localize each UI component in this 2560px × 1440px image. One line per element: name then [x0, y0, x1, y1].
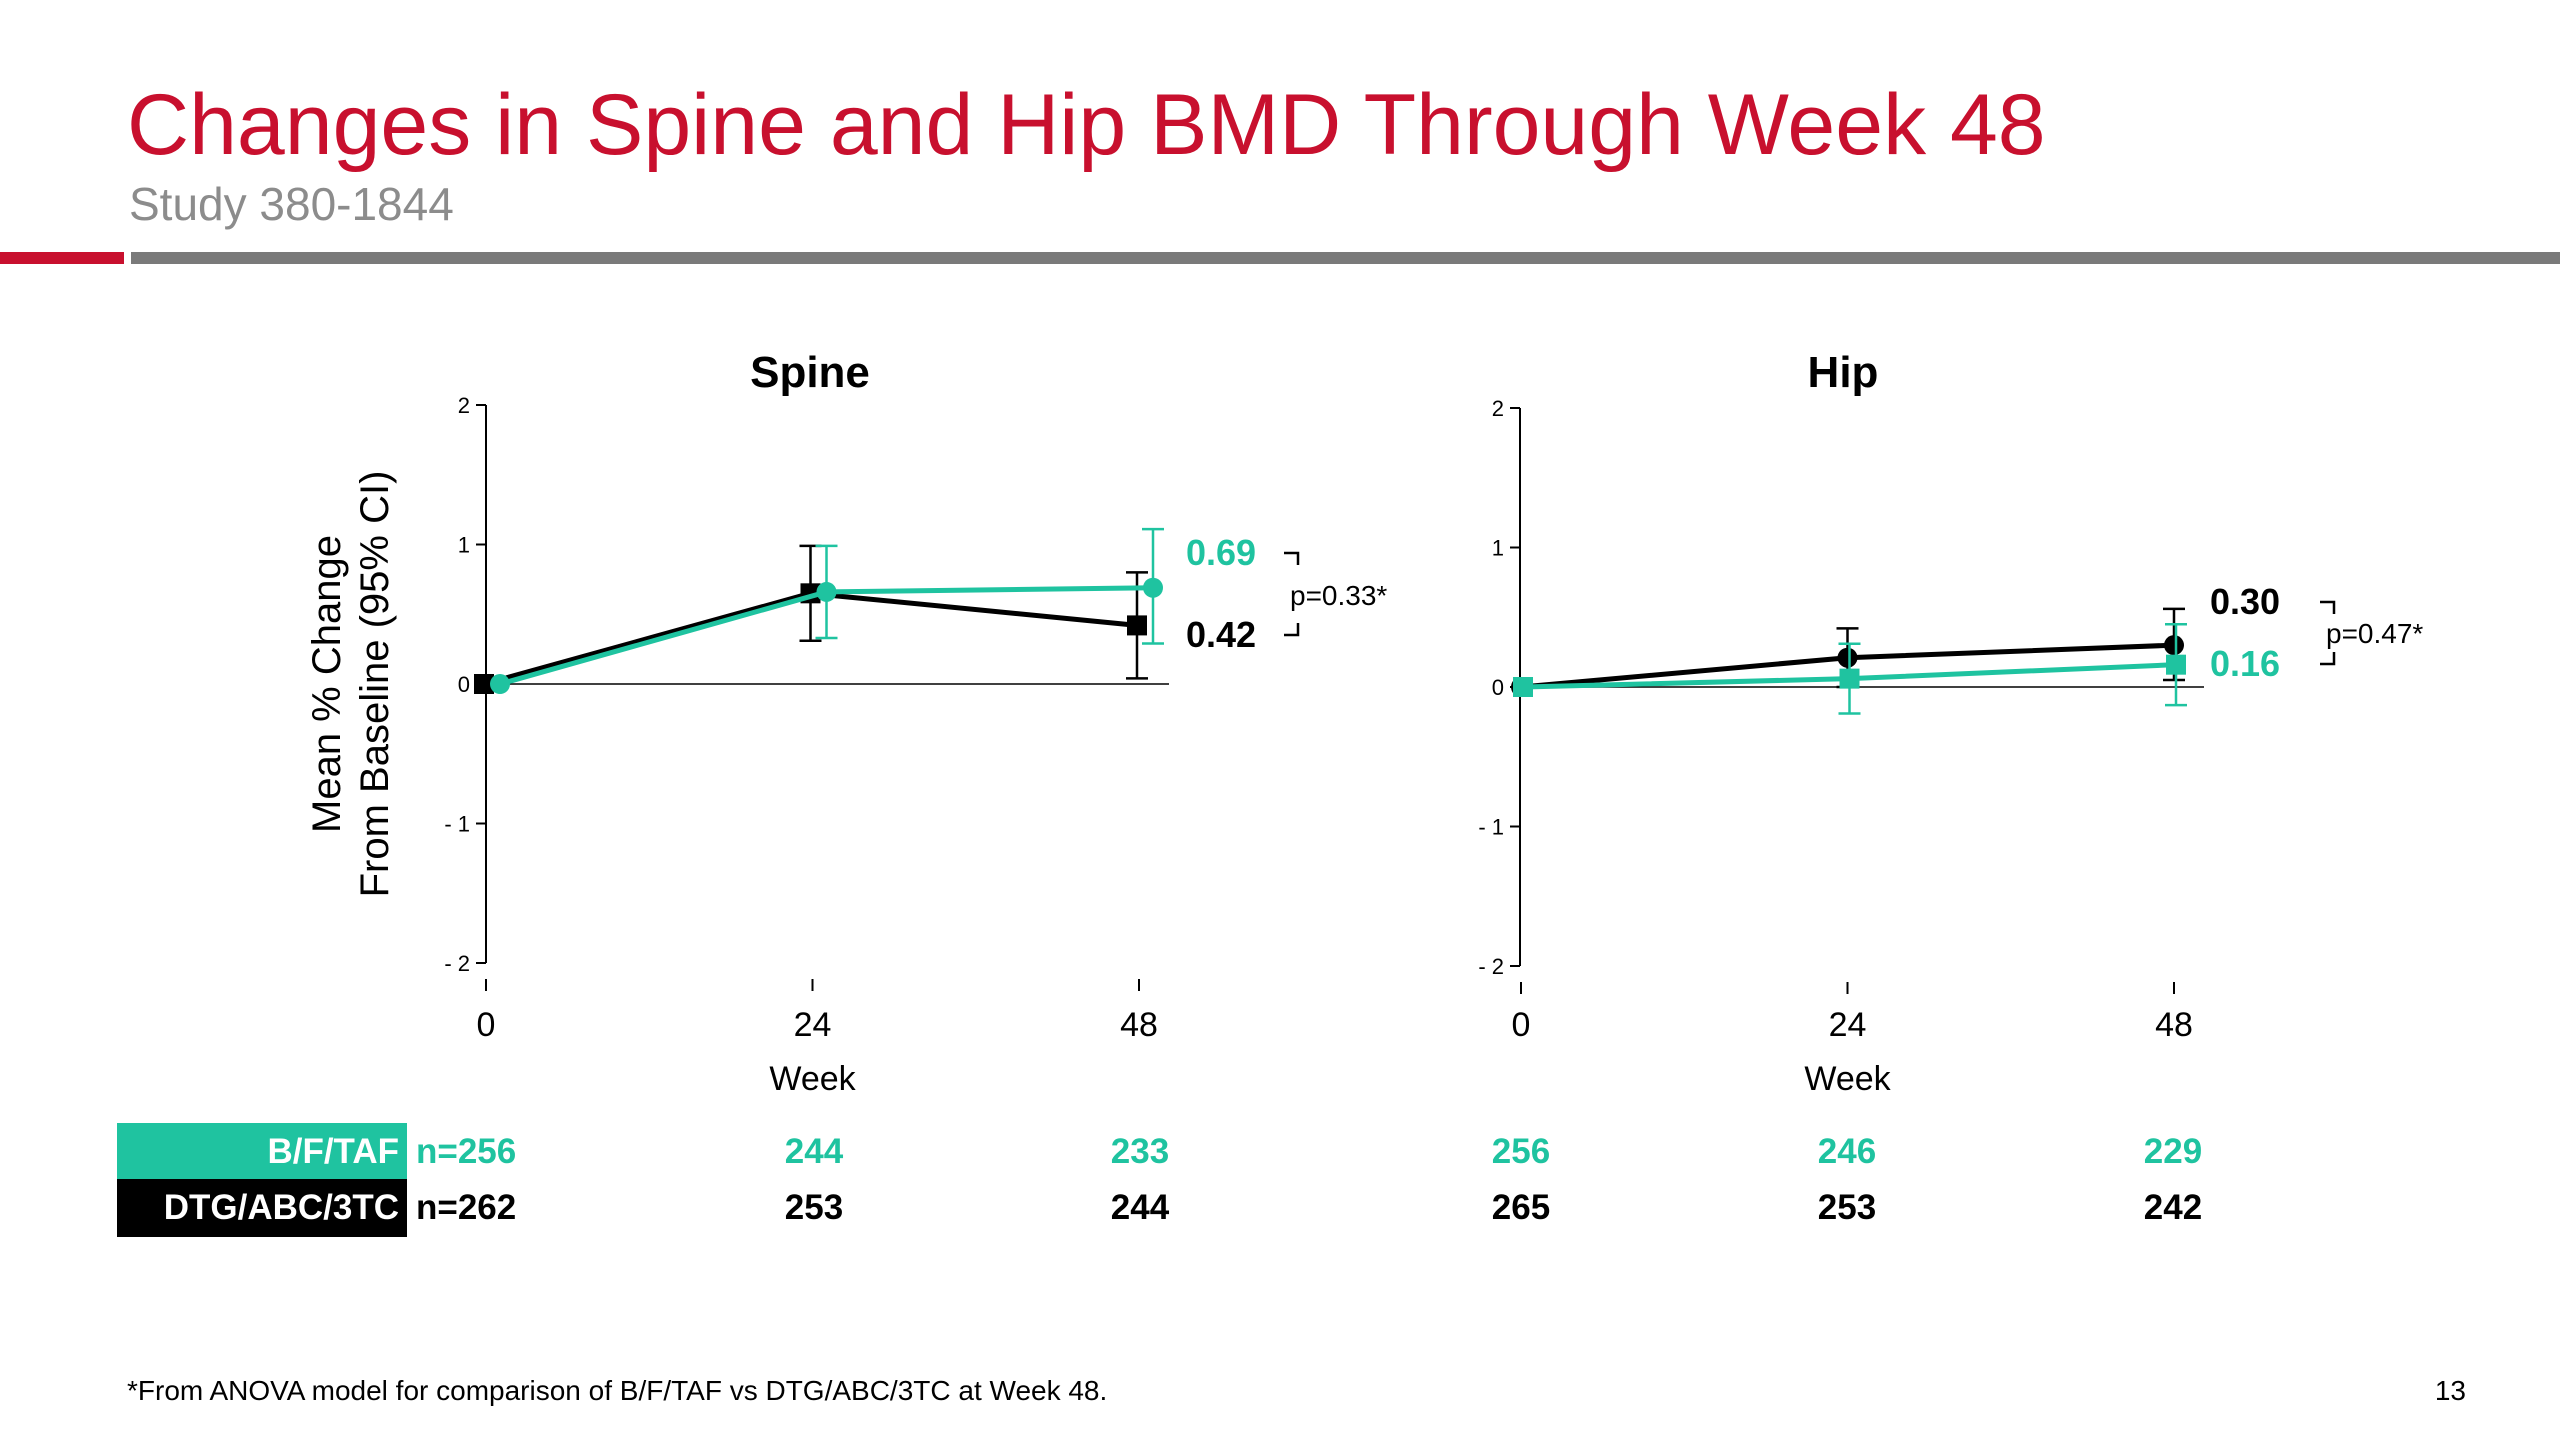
slide-title: Changes in Spine and Hip BMD Through Wee…: [127, 77, 2046, 173]
x-tick-label: 48: [2155, 1006, 2193, 1044]
p-value-label: p=0.33*: [1290, 580, 1387, 611]
data-point-bftaf: [1143, 577, 1163, 598]
data-point-bftaf: [490, 674, 510, 694]
at-risk-cell: n=256: [416, 1132, 517, 1171]
at-risk-cell: 244: [1110, 1188, 1170, 1227]
at-risk-cell: 229: [2143, 1132, 2203, 1171]
at-risk-cell: 246: [1817, 1132, 1877, 1171]
end-value-label-dtg: 0.42: [1186, 614, 1256, 655]
y-tick-label: - 1: [444, 812, 470, 837]
page-number: 13: [2434, 1375, 2466, 1406]
p-bracket: [2320, 652, 2336, 666]
x-tick-label: 48: [1120, 1006, 1158, 1044]
chart-title: Hip: [1808, 348, 1879, 397]
at-risk-row-bftaf: B/F/TAF n=256 244 233 256 246 229: [117, 1123, 2557, 1181]
y-axis-label: Mean % Change From Baseline (95% CI): [305, 471, 397, 898]
p-bracket: [1284, 623, 1300, 637]
at-risk-cell: n=262: [416, 1188, 517, 1227]
at-risk-cell: 256: [1491, 1132, 1551, 1171]
y-tick-label: 2: [1492, 396, 1504, 421]
y-tick-label: 2: [458, 393, 470, 418]
data-point-dtg: [474, 674, 494, 694]
at-risk-cell: 244: [784, 1132, 844, 1171]
row-label-bftaf: B/F/TAF: [117, 1123, 407, 1181]
at-risk-cell: 253: [784, 1188, 844, 1227]
x-tick-label: 24: [1829, 1006, 1867, 1044]
x-tick-label: 0: [1512, 1006, 1531, 1044]
p-bracket: [2320, 600, 2336, 614]
slide-subtitle: Study 380-1844: [129, 178, 454, 230]
y-axis-label-line: Mean % Change: [305, 535, 349, 833]
x-axis-label: Week: [1804, 1060, 1891, 1098]
data-point-bftaf: [816, 581, 837, 602]
p-bracket: [1284, 551, 1300, 565]
data-point-bftaf: [1513, 677, 1533, 697]
y-tick-label: 1: [458, 533, 470, 558]
x-axis-label: Week: [769, 1060, 856, 1098]
y-axis-label-line: From Baseline (95% CI): [353, 471, 397, 898]
data-point-dtg: [1127, 615, 1147, 636]
y-tick-label: 0: [1492, 675, 1504, 700]
data-point-dtg: [2164, 635, 2184, 656]
title-rule-accent: [0, 252, 124, 264]
p-value-label: p=0.47*: [2326, 618, 2423, 649]
y-tick-label: - 2: [1478, 954, 1504, 979]
at-risk-cell: 253: [1817, 1188, 1877, 1227]
y-tick-label: 1: [1492, 536, 1504, 561]
y-tick-label: 0: [458, 672, 470, 697]
at-risk-cell: 265: [1491, 1188, 1551, 1227]
data-point-dtg: [1837, 647, 1858, 668]
footnote: *From ANOVA model for comparison of B/F/…: [127, 1375, 1108, 1406]
x-tick-label: 0: [477, 1006, 496, 1044]
at-risk-cell: 233: [1110, 1132, 1170, 1171]
row-label-dtg: DTG/ABC/3TC: [117, 1179, 407, 1237]
y-tick-label: - 2: [444, 951, 470, 976]
data-point-bftaf: [1839, 668, 1860, 689]
end-value-label-bftaf: 0.16: [2210, 643, 2280, 684]
end-value-label-dtg: 0.30: [2210, 581, 2280, 622]
at-risk-row-dtg: DTG/ABC/3TC n=262 253 244 265 253 242: [117, 1179, 2557, 1237]
x-tick-label: 24: [794, 1006, 832, 1044]
chart-title: Spine: [750, 348, 870, 397]
y-tick-label: - 1: [1478, 815, 1504, 840]
end-value-label-bftaf: 0.69: [1186, 532, 1256, 573]
at-risk-cell: 242: [2143, 1188, 2203, 1227]
data-point-bftaf: [2166, 654, 2186, 675]
title-rule: [131, 252, 2560, 264]
